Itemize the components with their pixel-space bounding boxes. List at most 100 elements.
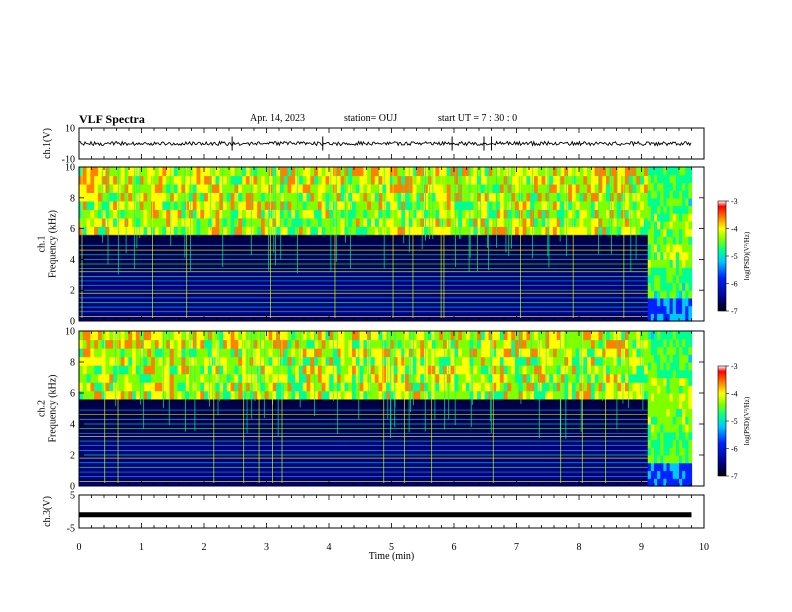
spectrogram-cell xyxy=(657,197,661,207)
spectrogram-cell xyxy=(295,331,300,341)
spectrogram-cell xyxy=(363,339,368,349)
spectrogram-cell xyxy=(223,331,228,341)
spectrogram-cell xyxy=(116,175,122,185)
spectrogram-cell xyxy=(302,183,308,194)
spectrogram-cell xyxy=(302,348,308,358)
spectrogram-cell xyxy=(378,348,383,358)
spectrogram-cell xyxy=(120,226,126,236)
spectrogram-cell xyxy=(590,356,596,366)
spectrogram-cell xyxy=(602,356,607,366)
spectrogram-cell xyxy=(408,217,414,227)
y-tick-label: 8 xyxy=(70,193,75,204)
spectrogram-cell xyxy=(625,373,630,383)
spectrogram-cell xyxy=(431,331,437,341)
spectrogram-cell xyxy=(545,390,550,400)
spectrogram-cell xyxy=(173,217,179,227)
spectrogram-cell xyxy=(424,356,429,366)
spectrogram-cell xyxy=(264,217,270,227)
spectrogram-cell xyxy=(632,382,637,392)
spectrogram-cell xyxy=(90,167,95,177)
spectrogram-cell xyxy=(200,200,205,210)
spectrogram-cell xyxy=(298,390,304,400)
spectrogram-cell xyxy=(688,331,693,340)
spectrogram-cell xyxy=(669,369,674,379)
spectrogram-cell xyxy=(511,356,516,366)
spectrogram-cell xyxy=(672,408,677,417)
spectrogram-cell xyxy=(245,356,251,366)
spectrogram-cell xyxy=(359,373,364,383)
spectrogram-cell xyxy=(583,217,588,227)
spectrogram-cell xyxy=(204,217,209,227)
spectrogram-cell xyxy=(571,373,577,383)
spectrogram-cell xyxy=(272,390,277,400)
spectrogram-cell xyxy=(654,274,658,284)
spectrogram-cell xyxy=(450,209,455,219)
spectrogram-cell xyxy=(264,167,270,177)
spectrogram-cell xyxy=(94,390,99,400)
spectrogram-cell xyxy=(602,175,607,185)
spectrogram-cell xyxy=(158,365,164,375)
spectrogram-cell xyxy=(340,365,346,375)
spectrogram-cell xyxy=(636,348,641,358)
spectrogram-cell xyxy=(188,175,194,185)
spectrogram-cell xyxy=(355,217,361,227)
spectrogram-cell xyxy=(583,382,588,392)
spectrogram-cell xyxy=(672,439,677,448)
spectrogram-cell xyxy=(488,226,493,236)
spectrogram-cell xyxy=(86,382,91,392)
spectrogram-cell xyxy=(660,197,664,207)
spectrogram-cell xyxy=(688,338,693,348)
spectrogram-cell xyxy=(408,356,414,366)
spectrogram-cell xyxy=(427,348,433,358)
spectrogram-cell xyxy=(355,226,361,236)
spectrogram-cell xyxy=(242,331,247,341)
spectrogram-cell xyxy=(162,348,167,358)
spectrogram-cell xyxy=(393,331,399,341)
spectrogram-cell xyxy=(120,373,126,383)
spectrogram-cell xyxy=(679,478,683,487)
spectrogram-cell xyxy=(530,356,535,366)
spectrogram-cell xyxy=(522,226,528,236)
spectrogram-cell xyxy=(223,167,228,177)
spectrogram-cell xyxy=(439,373,444,383)
spectrogram-cell xyxy=(344,200,349,210)
spectrogram-cell xyxy=(458,331,463,341)
spectrogram-cell xyxy=(666,369,671,379)
spectrogram-cell xyxy=(317,209,323,219)
x-tick-label: 5 xyxy=(389,542,394,553)
spectrogram-cell xyxy=(688,408,693,417)
spectrogram-cell xyxy=(647,236,652,245)
spectrogram-cell xyxy=(370,217,376,227)
colorbar-tick-label: -6 xyxy=(731,280,738,289)
spectrogram-cell xyxy=(412,348,418,358)
spectrogram-cell xyxy=(446,175,452,185)
spectrogram-cell xyxy=(306,348,311,358)
spectrogram-cell xyxy=(408,348,414,358)
spectrogram-cell xyxy=(298,331,304,341)
spectrogram-cell xyxy=(97,339,103,349)
spectrogram-cell xyxy=(151,365,156,375)
spectrogram-cell xyxy=(291,373,296,383)
spectrogram-cell xyxy=(621,348,626,358)
spectrogram-cell xyxy=(257,209,262,219)
spectrogram-cell xyxy=(97,365,103,375)
spectrogram-cell xyxy=(682,182,686,191)
spectrogram-cell xyxy=(325,348,330,358)
spectrogram-cell xyxy=(679,385,683,394)
spectrogram-cell xyxy=(94,175,99,185)
spectrogram-cell xyxy=(660,267,664,276)
spectrogram-cell xyxy=(310,175,315,185)
spectrogram-cell xyxy=(568,167,573,177)
spectrogram-cell xyxy=(643,390,649,400)
spectrogram-cell xyxy=(549,183,554,194)
spectrogram-cell xyxy=(302,200,308,210)
spectrogram-cell xyxy=(291,348,296,358)
spectrogram-cell xyxy=(654,331,658,340)
spectrogram-cell xyxy=(158,339,164,349)
spectrogram-cell xyxy=(344,217,349,227)
spectrogram-cell xyxy=(688,290,693,299)
spectrogram-cell xyxy=(660,244,664,253)
spectrogram-cell xyxy=(526,339,531,349)
spectrogram-cell xyxy=(606,373,611,383)
spectrogram-cell xyxy=(675,290,680,299)
